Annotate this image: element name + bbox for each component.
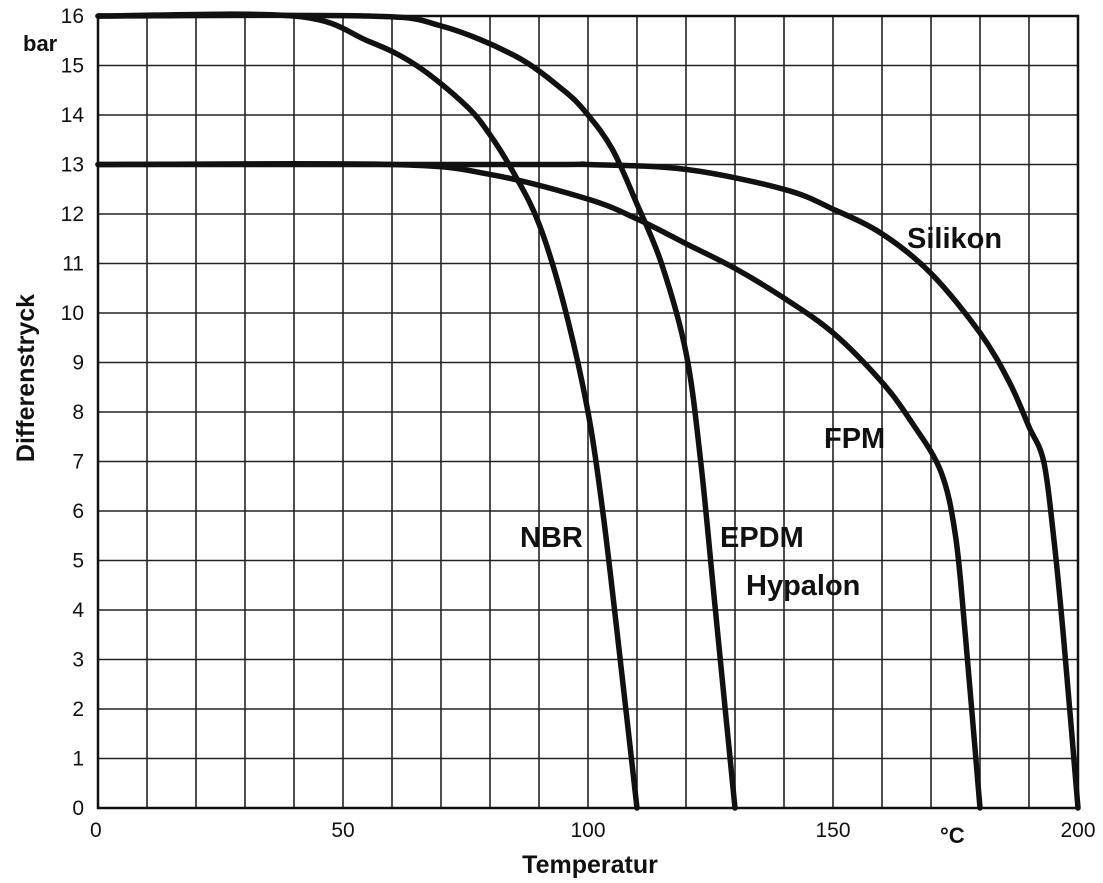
- y-tick-label: 10: [61, 302, 84, 325]
- y-tick-label: 4: [72, 599, 84, 622]
- y-tick-label: 13: [61, 154, 84, 177]
- y-tick-label: 3: [72, 649, 84, 672]
- y-tick-label: 16: [61, 5, 84, 28]
- series-label-fpm: FPM: [824, 423, 885, 455]
- series-label-epdm-line: EPDM: [720, 522, 804, 554]
- x-tick-label: 150: [815, 819, 850, 842]
- y-tick-label: 12: [61, 203, 84, 226]
- grid: [98, 16, 1078, 808]
- y-tick-label: 11: [62, 253, 84, 276]
- series-line-nbr: [95, 11, 640, 811]
- y-unit-label: bar: [23, 31, 58, 56]
- series-label-hypalon-line: Hypalon: [746, 570, 860, 602]
- x-tick-label: 50: [331, 819, 354, 842]
- x-tick-label: 200: [1060, 819, 1095, 842]
- y-tick-label: 5: [72, 550, 84, 573]
- series-label-silikon: Silikon: [907, 223, 1002, 255]
- y-tick-label: 14: [61, 104, 85, 127]
- y-axis-title: Differenstryck: [12, 294, 40, 462]
- y-tick-label: 15: [61, 55, 84, 78]
- series-line-fpm: [95, 160, 983, 811]
- series-label-epdm-hypalon: EPDM Hypalon: [720, 522, 860, 602]
- y-tick-label: 1: [72, 748, 84, 771]
- y-tick-label: 7: [72, 451, 84, 474]
- series-curves: [95, 11, 1081, 811]
- series-line-epdm-hypalon: [95, 12, 738, 811]
- series-line-silikon: [95, 161, 1081, 811]
- y-tick-label: 8: [72, 401, 84, 424]
- y-tick-label: 9: [72, 352, 84, 375]
- x-tick-labels: 0 50 100 150 200: [90, 819, 1096, 842]
- plot-frame: [96, 14, 1080, 810]
- x-unit-label: °C: [940, 823, 965, 848]
- x-tick-label: 100: [570, 819, 605, 842]
- x-axis-title: Temperatur: [522, 851, 658, 879]
- x-tick-label: 0: [90, 819, 102, 842]
- y-tick-label: 2: [72, 698, 84, 721]
- series-label-nbr: NBR: [520, 522, 583, 554]
- y-tick-label: 6: [72, 500, 84, 523]
- y-tick-label: 0: [72, 797, 84, 820]
